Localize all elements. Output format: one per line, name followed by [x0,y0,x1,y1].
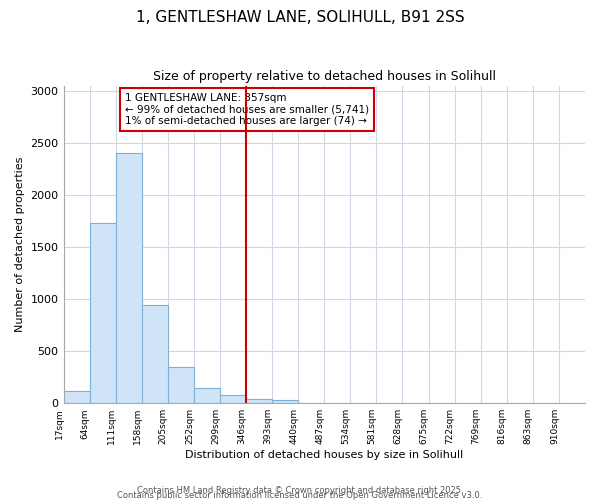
Bar [298,402,324,403]
Text: Contains public sector information licensed under the Open Government Licence v3: Contains public sector information licen… [118,491,482,500]
Bar [64,390,89,403]
Text: 1 GENTLESHAW LANE: 357sqm
← 99% of detached houses are smaller (5,741)
1% of sem: 1 GENTLESHAW LANE: 357sqm ← 99% of detac… [125,93,369,126]
Bar [89,223,116,403]
Bar [220,395,246,403]
Text: Contains HM Land Registry data © Crown copyright and database right 2025.: Contains HM Land Registry data © Crown c… [137,486,463,495]
Y-axis label: Number of detached properties: Number of detached properties [15,156,25,332]
X-axis label: Distribution of detached houses by size in Solihull: Distribution of detached houses by size … [185,450,463,460]
Bar [142,306,168,403]
Text: 1, GENTLESHAW LANE, SOLIHULL, B91 2SS: 1, GENTLESHAW LANE, SOLIHULL, B91 2SS [136,10,464,25]
Bar [194,388,220,403]
Title: Size of property relative to detached houses in Solihull: Size of property relative to detached ho… [153,70,496,83]
Bar [116,154,142,403]
Bar [168,368,194,403]
Bar [246,399,272,403]
Bar [272,400,298,403]
